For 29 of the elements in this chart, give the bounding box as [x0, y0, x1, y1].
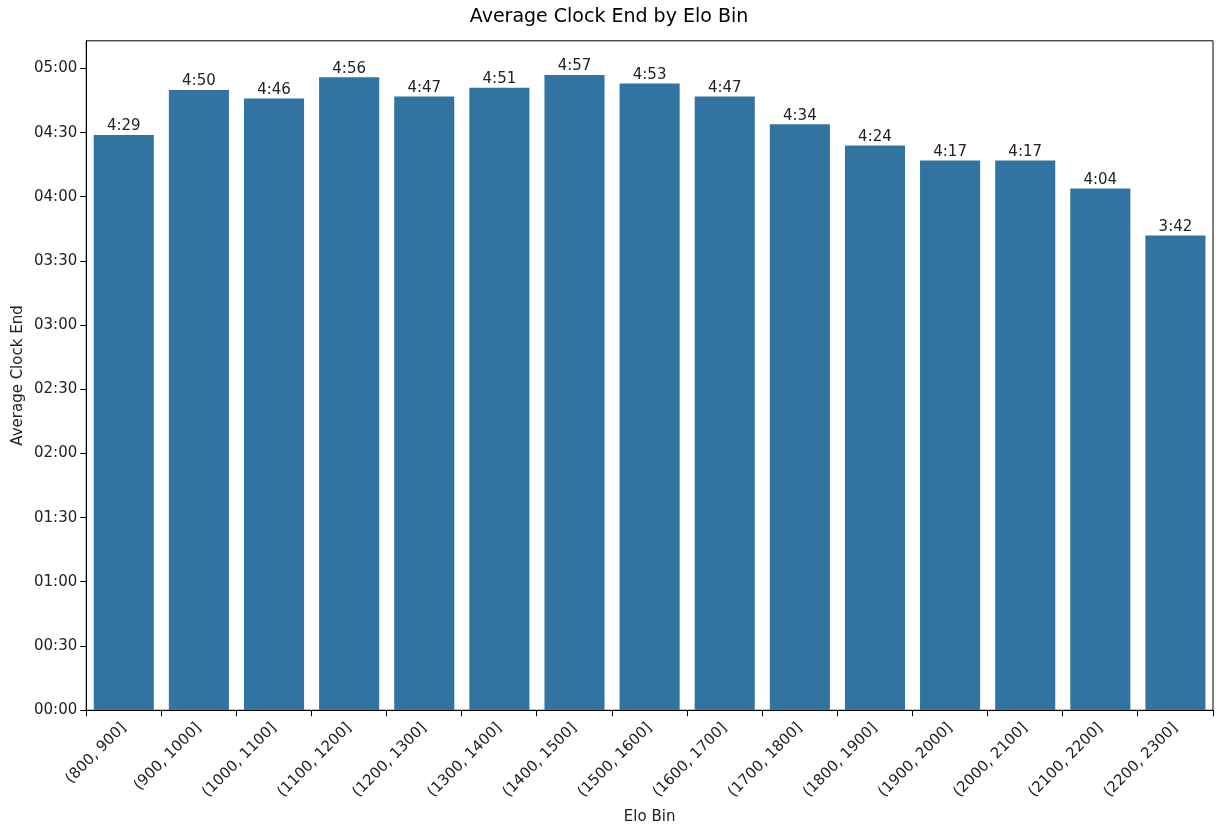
y-tick-label: 05:00	[33, 58, 78, 77]
data-label: 4:29	[106, 116, 141, 135]
y-tick-label: 00:30	[33, 635, 78, 654]
x-axis-title: Elo Bin	[623, 806, 676, 825]
y-tick-label: 01:30	[33, 507, 78, 526]
data-label: 4:56	[332, 58, 366, 77]
y-tick-label: 03:00	[33, 315, 78, 334]
y-tick-label: 04:30	[33, 122, 78, 141]
y-tick-label: 02:30	[33, 379, 78, 398]
data-label: 4:53	[632, 64, 667, 83]
y-tick-label: 03:30	[33, 250, 78, 269]
y-tick-label: 01:00	[33, 571, 78, 590]
data-label: 4:47	[407, 77, 442, 96]
data-label: 4:04	[1083, 169, 1118, 188]
y-axis-title: Average Clock End	[7, 305, 26, 446]
data-label: 3:42	[1158, 216, 1193, 235]
data-label: 4:51	[482, 69, 517, 88]
y-tick-label: 00:00	[33, 700, 78, 719]
data-label: 4:24	[858, 127, 892, 145]
y-tick-label: 02:00	[33, 443, 78, 462]
y-tick-label: 04:00	[33, 186, 78, 205]
data-label: 4:57	[557, 56, 592, 75]
data-label: 4:17	[1008, 141, 1043, 160]
chart-title: Average Clock End by Elo Bin	[469, 4, 749, 27]
data-label: 4:17	[933, 141, 967, 160]
data-label: 4:34	[783, 105, 817, 124]
data-label: 4:50	[182, 71, 216, 90]
data-label: 4:46	[257, 79, 291, 98]
data-label: 4:47	[707, 77, 742, 96]
